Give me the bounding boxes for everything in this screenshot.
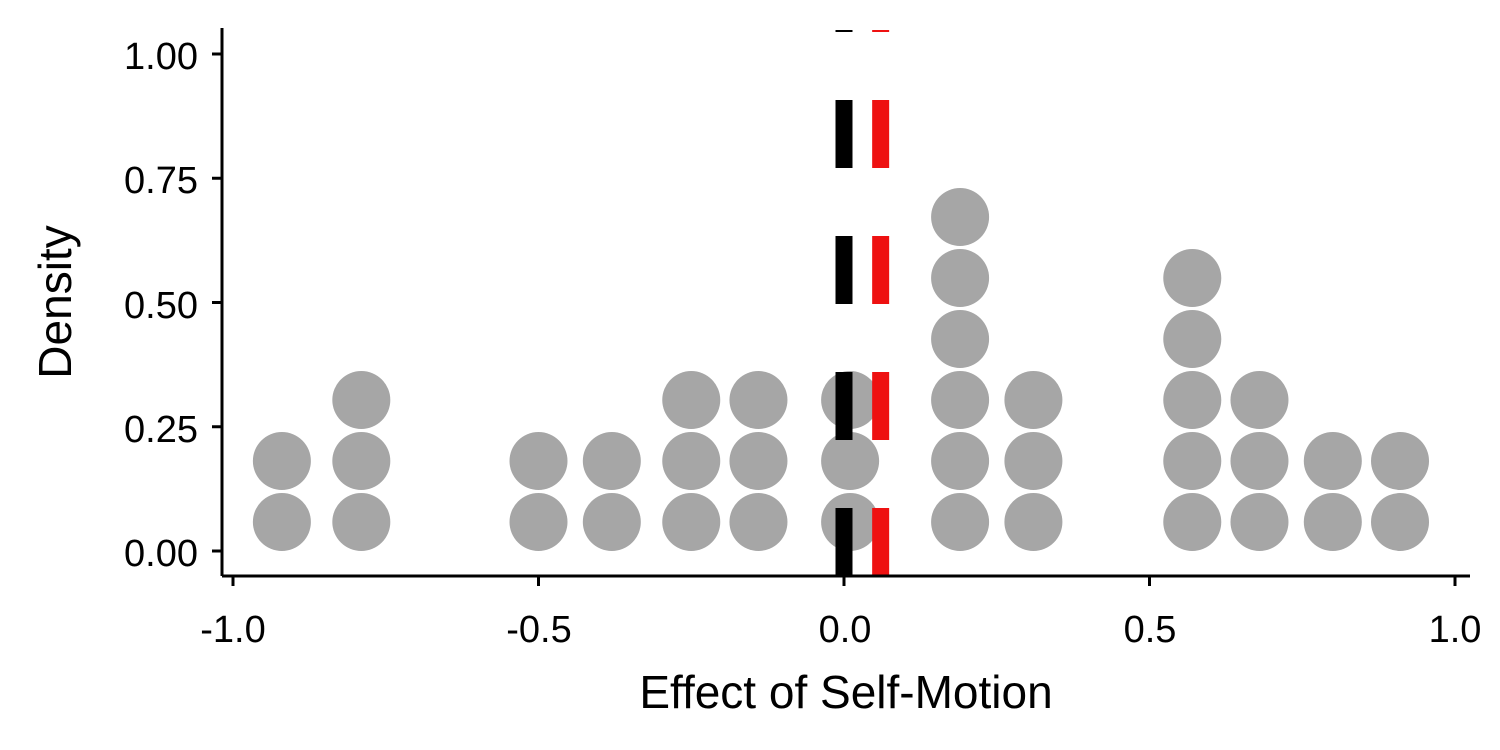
y-tick-label-3: 0.75 xyxy=(124,160,198,202)
data-dot xyxy=(582,493,641,551)
data-dot xyxy=(1163,310,1222,368)
x-ticks xyxy=(231,576,1457,586)
data-dot xyxy=(662,432,721,490)
reference-lines-layer xyxy=(835,30,890,576)
data-dot xyxy=(332,371,391,429)
data-dot xyxy=(729,493,788,551)
data-dot xyxy=(931,249,990,307)
data-dot xyxy=(931,493,990,551)
data-dot xyxy=(931,310,990,368)
y-tick-label-2: 0.50 xyxy=(124,285,198,327)
data-dot xyxy=(1004,493,1063,551)
x-tick-label-4: 1.0 xyxy=(1429,609,1482,651)
data-dot xyxy=(1163,249,1222,307)
data-dot xyxy=(252,493,311,551)
x-tick-label-3: 0.5 xyxy=(1124,609,1177,651)
data-dot xyxy=(662,493,721,551)
x-tick-label-1: -0.5 xyxy=(506,609,571,651)
data-dot xyxy=(1371,432,1430,490)
data-dot xyxy=(931,432,990,490)
data-dot xyxy=(1163,371,1222,429)
x-tick-label-0: -1.0 xyxy=(200,609,265,651)
data-dot xyxy=(1163,432,1222,490)
data-dot xyxy=(1230,371,1289,429)
data-dot xyxy=(729,371,788,429)
data-dot xyxy=(1303,432,1362,490)
x-axis-title: Effect of Self-Motion xyxy=(639,666,1052,718)
data-dot xyxy=(729,432,788,490)
y-axis-title: Density xyxy=(29,225,81,378)
data-dot xyxy=(1371,493,1430,551)
data-dot xyxy=(662,371,721,429)
data-dot xyxy=(332,432,391,490)
data-dot xyxy=(1004,432,1063,490)
data-dot xyxy=(582,432,641,490)
dots-layer xyxy=(252,188,1430,551)
data-dot xyxy=(1163,493,1222,551)
data-dot xyxy=(509,493,568,551)
y-ticks xyxy=(212,52,222,553)
data-dot xyxy=(1230,493,1289,551)
data-dot xyxy=(1004,371,1063,429)
data-dot xyxy=(1303,493,1362,551)
data-dot xyxy=(252,432,311,490)
y-tick-label-0: 0.00 xyxy=(124,533,198,575)
y-tick-label-1: 0.25 xyxy=(124,409,198,451)
data-dot xyxy=(931,371,990,429)
data-dot xyxy=(821,432,880,490)
x-tick-label-2: 0.0 xyxy=(819,609,872,651)
data-dot xyxy=(931,188,990,246)
data-dot xyxy=(509,432,568,490)
data-dot xyxy=(1230,432,1289,490)
data-dot xyxy=(332,493,391,551)
y-tick-label-4: 1.00 xyxy=(124,36,198,78)
